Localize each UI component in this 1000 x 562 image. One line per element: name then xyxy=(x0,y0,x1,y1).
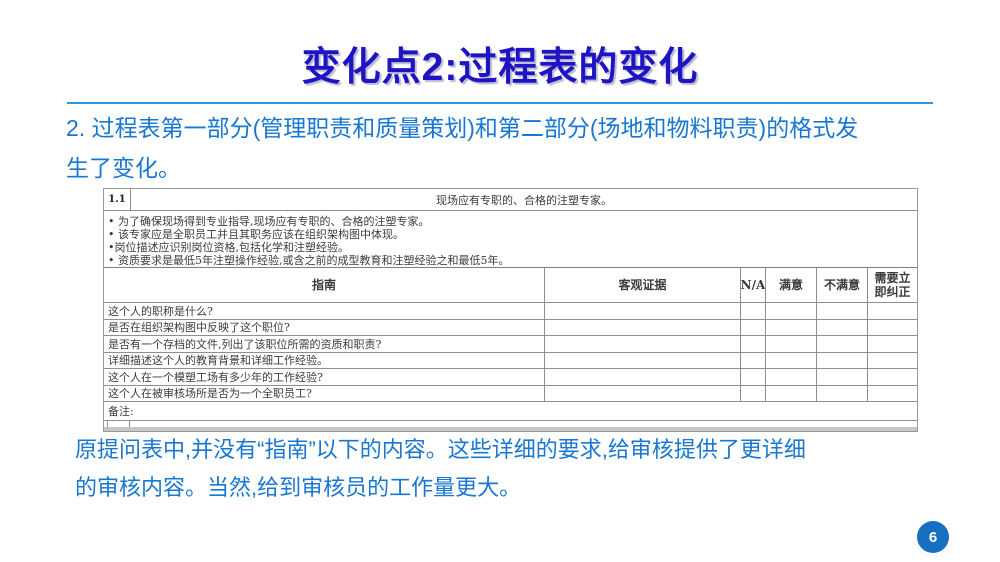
evidence-cell xyxy=(544,385,740,401)
satisfactory-cell xyxy=(765,385,816,401)
slide-title: 变化点2:过程表的变化 xyxy=(301,46,699,89)
question-cell: 是否在组织架构图中反映了这个职位? xyxy=(108,321,290,335)
question-cell: 这个人的职称是什么? xyxy=(108,304,213,318)
satisfactory-cell xyxy=(765,319,816,335)
cutoff-border-tick xyxy=(107,421,108,427)
clause-title: 现场应有专职的、合格的注塑专家。 xyxy=(436,193,612,207)
commentary-line-2: 的审核内容。当然,给到审核员的工作量更大。 xyxy=(75,475,522,500)
correction-cell xyxy=(867,369,917,385)
na-cell xyxy=(740,352,765,368)
satisfactory-cell xyxy=(765,336,816,352)
clause-number: 1.1 xyxy=(104,189,131,210)
bullet-item: • 资质要求是最低5年注塑操作经验,或含之前的成型教育和注塑经验之和最低5年。 xyxy=(108,254,510,267)
commentary-line-1: 原提问表中,并没有“指南”以下的内容。这些详细的要求,给审核提供了更详细 xyxy=(75,437,806,462)
question-cell: 详细描述这个人的教育背景和详细工作经验。 xyxy=(108,354,328,368)
satisfactory-cell xyxy=(765,369,816,385)
satisfactory-cell xyxy=(765,352,816,368)
table-row: 这个人在一个模塑工场有多少年的工作经验? xyxy=(104,369,917,386)
na-cell xyxy=(740,385,765,401)
subtitle-paragraph: 2. 过程表第一部分(管理职责和质量策划)和第二部分(场地和物料职责)的格式发 … xyxy=(66,108,966,188)
bullet-item: • 该专家应是全职员工并且其职务应该在组织架构图中体现。 xyxy=(108,228,404,241)
header-na: N/A xyxy=(740,268,765,302)
process-table-screenshot: 1.1 现场应有专职的、合格的注塑专家。 • 为了确保现场得到专业指导,现场应有… xyxy=(103,188,918,432)
na-cell xyxy=(740,319,765,335)
unsatisfactory-cell xyxy=(816,303,867,319)
correction-cell xyxy=(867,319,917,335)
satisfactory-cell xyxy=(765,303,816,319)
evidence-cell xyxy=(544,369,740,385)
unsatisfactory-cell xyxy=(816,352,867,368)
table-row: 是否在组织架构图中反映了这个职位? xyxy=(104,319,917,336)
question-cell: 是否有一个存档的文件,列出了该职位所需的资质和职责? xyxy=(108,337,382,351)
table-header-row: 指南 客观证据 N/A 满意 不满意 需要立即纠正 xyxy=(104,268,917,303)
table-row: 是否有一个存档的文件,列出了该职位所需的资质和职责? xyxy=(104,336,917,353)
table-row: 这个人的职称是什么? xyxy=(104,303,917,320)
na-cell xyxy=(740,369,765,385)
next-row-cutoff xyxy=(104,421,917,427)
header-guide: 指南 xyxy=(311,278,336,292)
unsatisfactory-cell xyxy=(816,385,867,401)
correction-cell xyxy=(867,336,917,352)
requirement-bullets: • 为了确保现场得到专业指导,现场应有专职的、合格的注塑专家。 • 该专家应是全… xyxy=(104,211,917,268)
header-objective-evidence: 客观证据 xyxy=(544,268,740,302)
table-row: 这个人在被审核场所是否为一个全职员工? xyxy=(104,385,917,402)
subtitle-line-1: 2. 过程表第一部分(管理职责和质量策划)和第二部分(场地和物料职责)的格式发 xyxy=(66,115,859,141)
notes-row: 备注: xyxy=(104,402,917,421)
correction-cell xyxy=(867,352,917,368)
title-divider-rule xyxy=(67,102,933,104)
na-cell xyxy=(740,303,765,319)
header-satisfactory: 满意 xyxy=(765,268,816,302)
correction-cell xyxy=(867,385,917,401)
clause-row: 1.1 现场应有专职的、合格的注塑专家。 xyxy=(104,189,917,211)
commentary-paragraph: 原提问表中,并没有“指南”以下的内容。这些详细的要求,给审核提供了更详细 的审核… xyxy=(75,431,955,507)
evidence-cell xyxy=(544,303,740,319)
correction-cell xyxy=(867,303,917,319)
evidence-cell xyxy=(544,352,740,368)
na-cell xyxy=(740,336,765,352)
evidence-cell xyxy=(544,336,740,352)
header-unsatisfactory: 不满意 xyxy=(816,268,867,302)
subtitle-line-2: 生了变化。 xyxy=(66,155,181,181)
question-cell: 这个人在一个模塑工场有多少年的工作经验? xyxy=(108,370,323,384)
question-cell: 这个人在被审核场所是否为一个全职员工? xyxy=(108,387,312,401)
page-number-badge: 6 xyxy=(917,521,949,553)
table-row: 详细描述这个人的教育背景和详细工作经验。 xyxy=(104,352,917,369)
unsatisfactory-cell xyxy=(816,319,867,335)
screenshot-cutoff-strip xyxy=(104,427,917,431)
header-immediate-correction: 需要立即纠正 xyxy=(867,268,917,302)
bullet-item: •岗位描述应识别岗位资格,包括化学和注塑经验。 xyxy=(108,241,349,254)
unsatisfactory-cell xyxy=(816,369,867,385)
bullet-item: • 为了确保现场得到专业指导,现场应有专职的、合格的注塑专家。 xyxy=(108,215,430,228)
evidence-cell xyxy=(544,319,740,335)
cutoff-border-tick xyxy=(129,421,130,427)
unsatisfactory-cell xyxy=(816,336,867,352)
